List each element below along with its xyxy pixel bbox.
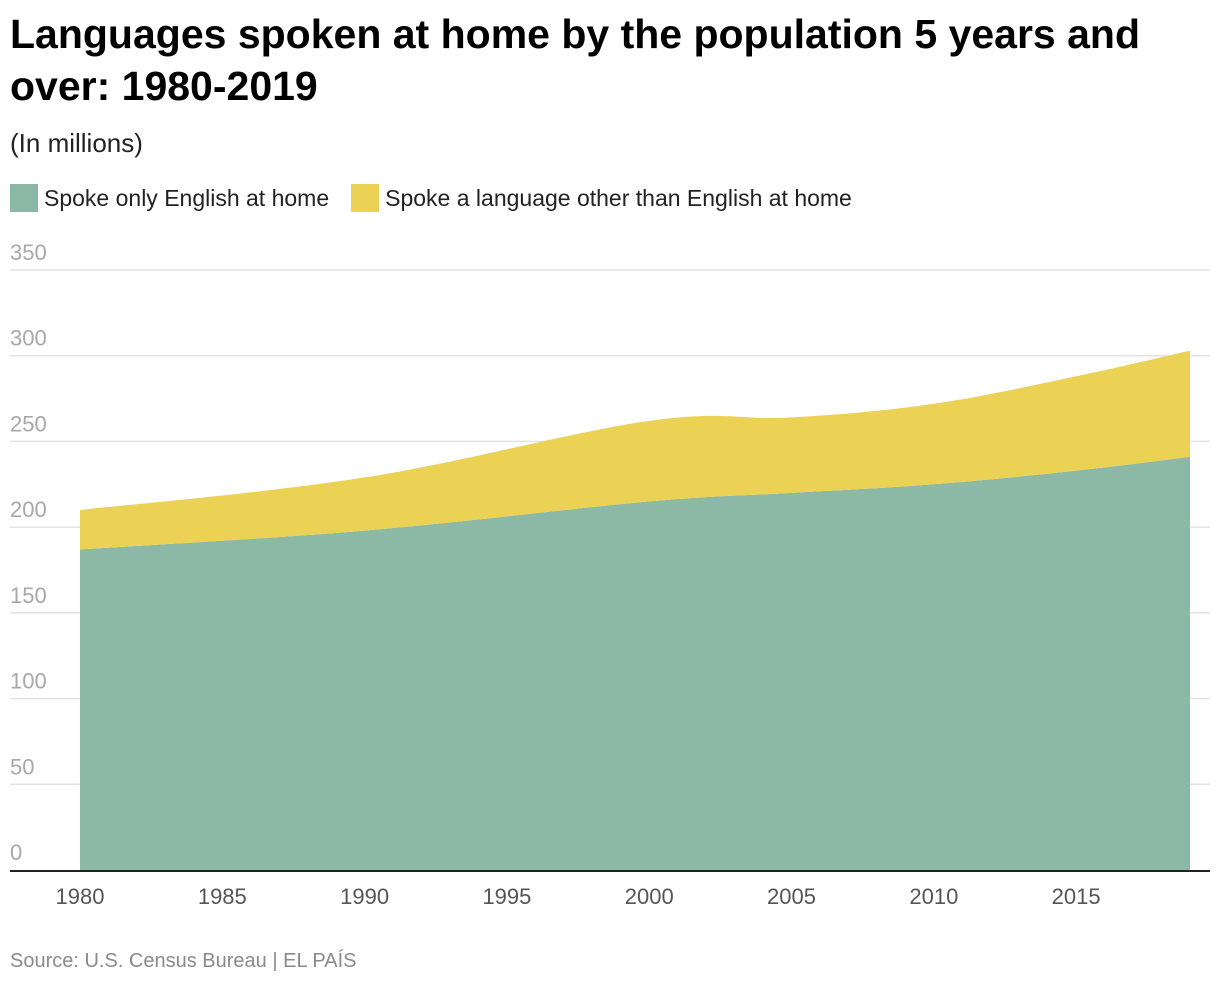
x-tick-label-2005: 2005 bbox=[767, 884, 816, 909]
y-tick-label-350: 350 bbox=[10, 240, 47, 265]
area-series-0 bbox=[80, 456, 1190, 870]
area-chart: 0 50 100 150 200 250 300 350 1980 1985 1990 1995 20… bbox=[10, 240, 1210, 909]
x-axis-ticks: 1980 1985 1990 1995 2000 2005 2010 2015 bbox=[56, 884, 1101, 909]
chart-title: Languages spoken at home by the populati… bbox=[10, 11, 1141, 109]
area-series bbox=[80, 350, 1190, 870]
x-tick-label-1985: 1985 bbox=[198, 884, 247, 909]
x-tick-label-2000: 2000 bbox=[625, 884, 674, 909]
y-tick-label-250: 250 bbox=[10, 411, 47, 436]
x-tick-label-1990: 1990 bbox=[340, 884, 389, 909]
x-tick-label-2010: 2010 bbox=[909, 884, 958, 909]
x-tick-label-1980: 1980 bbox=[56, 884, 105, 909]
y-tick-label-50: 50 bbox=[10, 754, 34, 779]
x-tick-label-2015: 2015 bbox=[1052, 884, 1101, 909]
area-series-1 bbox=[80, 350, 1190, 550]
y-tick-label-100: 100 bbox=[10, 669, 47, 694]
source-note: Source: U.S. Census Bureau | EL PAÍS bbox=[10, 950, 357, 972]
legend-item-english-only: Spoke only English at home bbox=[10, 184, 329, 212]
y-axis-ticks: 0 50 100 150 200 250 300 350 bbox=[10, 240, 47, 865]
y-tick-label-0: 0 bbox=[10, 840, 22, 865]
x-tick-label-1995: 1995 bbox=[482, 884, 531, 909]
legend-swatch-other-language bbox=[351, 184, 380, 212]
y-tick-label-300: 300 bbox=[10, 326, 47, 351]
legend-label-english-only: Spoke only English at home bbox=[44, 184, 330, 211]
y-tick-label-150: 150 bbox=[10, 583, 47, 608]
y-tick-label-200: 200 bbox=[10, 497, 47, 522]
legend-item-other-language: Spoke a language other than English at h… bbox=[351, 184, 852, 212]
chart-subtitle: (In millions) bbox=[10, 128, 143, 158]
legend-swatch-english-only bbox=[10, 184, 38, 212]
legend-label-other-language: Spoke a language other than English at h… bbox=[385, 184, 852, 211]
legend: Spoke only English at home Spoke a langu… bbox=[10, 184, 874, 212]
